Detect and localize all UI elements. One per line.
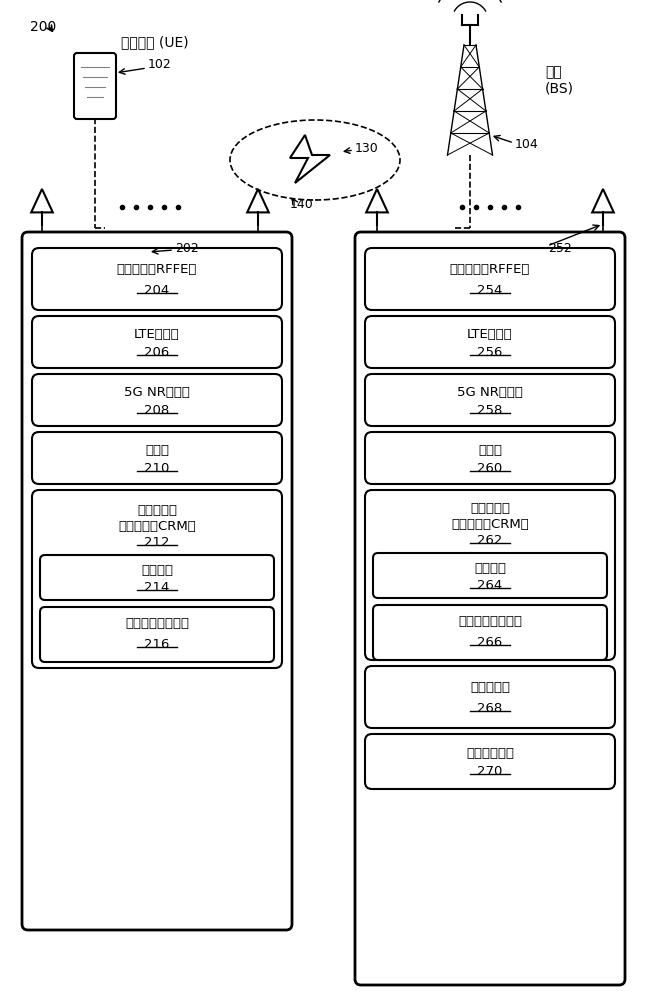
Text: 计算机可读: 计算机可读 bbox=[137, 504, 177, 516]
Text: 262: 262 bbox=[477, 534, 503, 546]
FancyBboxPatch shape bbox=[32, 432, 282, 484]
FancyBboxPatch shape bbox=[74, 53, 116, 119]
Text: 计算机可读: 计算机可读 bbox=[470, 502, 510, 514]
FancyBboxPatch shape bbox=[365, 432, 615, 484]
Text: 216: 216 bbox=[144, 638, 170, 651]
Text: 设备数据: 设备数据 bbox=[474, 562, 506, 575]
FancyBboxPatch shape bbox=[365, 316, 615, 368]
Text: 206: 206 bbox=[144, 346, 170, 359]
Text: 104: 104 bbox=[515, 138, 539, 151]
FancyBboxPatch shape bbox=[365, 666, 615, 728]
Text: 102: 102 bbox=[148, 58, 171, 72]
Text: 210: 210 bbox=[144, 462, 170, 475]
Text: 天线模块热管理器: 天线模块热管理器 bbox=[125, 617, 189, 630]
Text: 射频前端（RFFE）: 射频前端（RFFE） bbox=[450, 263, 530, 276]
Text: 基站间接口: 基站间接口 bbox=[470, 681, 510, 694]
FancyBboxPatch shape bbox=[373, 553, 607, 598]
Text: 射频前端（RFFE）: 射频前端（RFFE） bbox=[117, 263, 197, 276]
FancyBboxPatch shape bbox=[365, 490, 615, 660]
Text: 270: 270 bbox=[477, 765, 503, 778]
FancyBboxPatch shape bbox=[32, 490, 282, 668]
Text: 140: 140 bbox=[290, 198, 314, 212]
Text: 基站
(BS): 基站 (BS) bbox=[545, 65, 574, 95]
Text: 256: 256 bbox=[477, 346, 503, 359]
Text: 设备数据: 设备数据 bbox=[141, 564, 173, 577]
FancyBboxPatch shape bbox=[32, 248, 282, 310]
Text: 264: 264 bbox=[477, 579, 503, 592]
FancyBboxPatch shape bbox=[22, 232, 292, 930]
FancyBboxPatch shape bbox=[373, 605, 607, 660]
FancyBboxPatch shape bbox=[40, 555, 274, 600]
Text: 处理器: 处理器 bbox=[145, 444, 169, 457]
FancyBboxPatch shape bbox=[365, 374, 615, 426]
Text: 208: 208 bbox=[144, 404, 170, 417]
Text: 260: 260 bbox=[477, 462, 503, 475]
Text: 204: 204 bbox=[144, 284, 170, 297]
Text: 214: 214 bbox=[144, 581, 170, 594]
FancyBboxPatch shape bbox=[40, 607, 274, 662]
Text: 266: 266 bbox=[477, 636, 503, 649]
Text: 天线模块热管理器: 天线模块热管理器 bbox=[458, 615, 522, 628]
FancyBboxPatch shape bbox=[355, 232, 625, 985]
FancyBboxPatch shape bbox=[32, 374, 282, 426]
Text: 212: 212 bbox=[144, 536, 170, 548]
FancyBboxPatch shape bbox=[365, 734, 615, 789]
Text: 202: 202 bbox=[175, 241, 199, 254]
Text: 252: 252 bbox=[548, 241, 572, 254]
Text: 200: 200 bbox=[30, 20, 56, 34]
Text: 用户设备 (UE): 用户设备 (UE) bbox=[121, 35, 189, 49]
Text: 处理器: 处理器 bbox=[478, 444, 502, 457]
Text: LTE收发器: LTE收发器 bbox=[467, 328, 513, 341]
FancyBboxPatch shape bbox=[365, 248, 615, 310]
FancyBboxPatch shape bbox=[32, 316, 282, 368]
Text: 存储介质（CRM）: 存储介质（CRM） bbox=[118, 520, 196, 532]
Text: LTE收发器: LTE收发器 bbox=[134, 328, 180, 341]
Text: 5G NR收发器: 5G NR收发器 bbox=[457, 386, 523, 399]
Text: 存储介质（CRM）: 存储介质（CRM） bbox=[451, 518, 529, 530]
Text: 254: 254 bbox=[477, 284, 503, 297]
Text: 268: 268 bbox=[477, 702, 503, 715]
Text: 130: 130 bbox=[355, 141, 378, 154]
Text: 核心网络接口: 核心网络接口 bbox=[466, 747, 514, 760]
Text: 5G NR收发器: 5G NR收发器 bbox=[124, 386, 190, 399]
Text: 258: 258 bbox=[477, 404, 503, 417]
